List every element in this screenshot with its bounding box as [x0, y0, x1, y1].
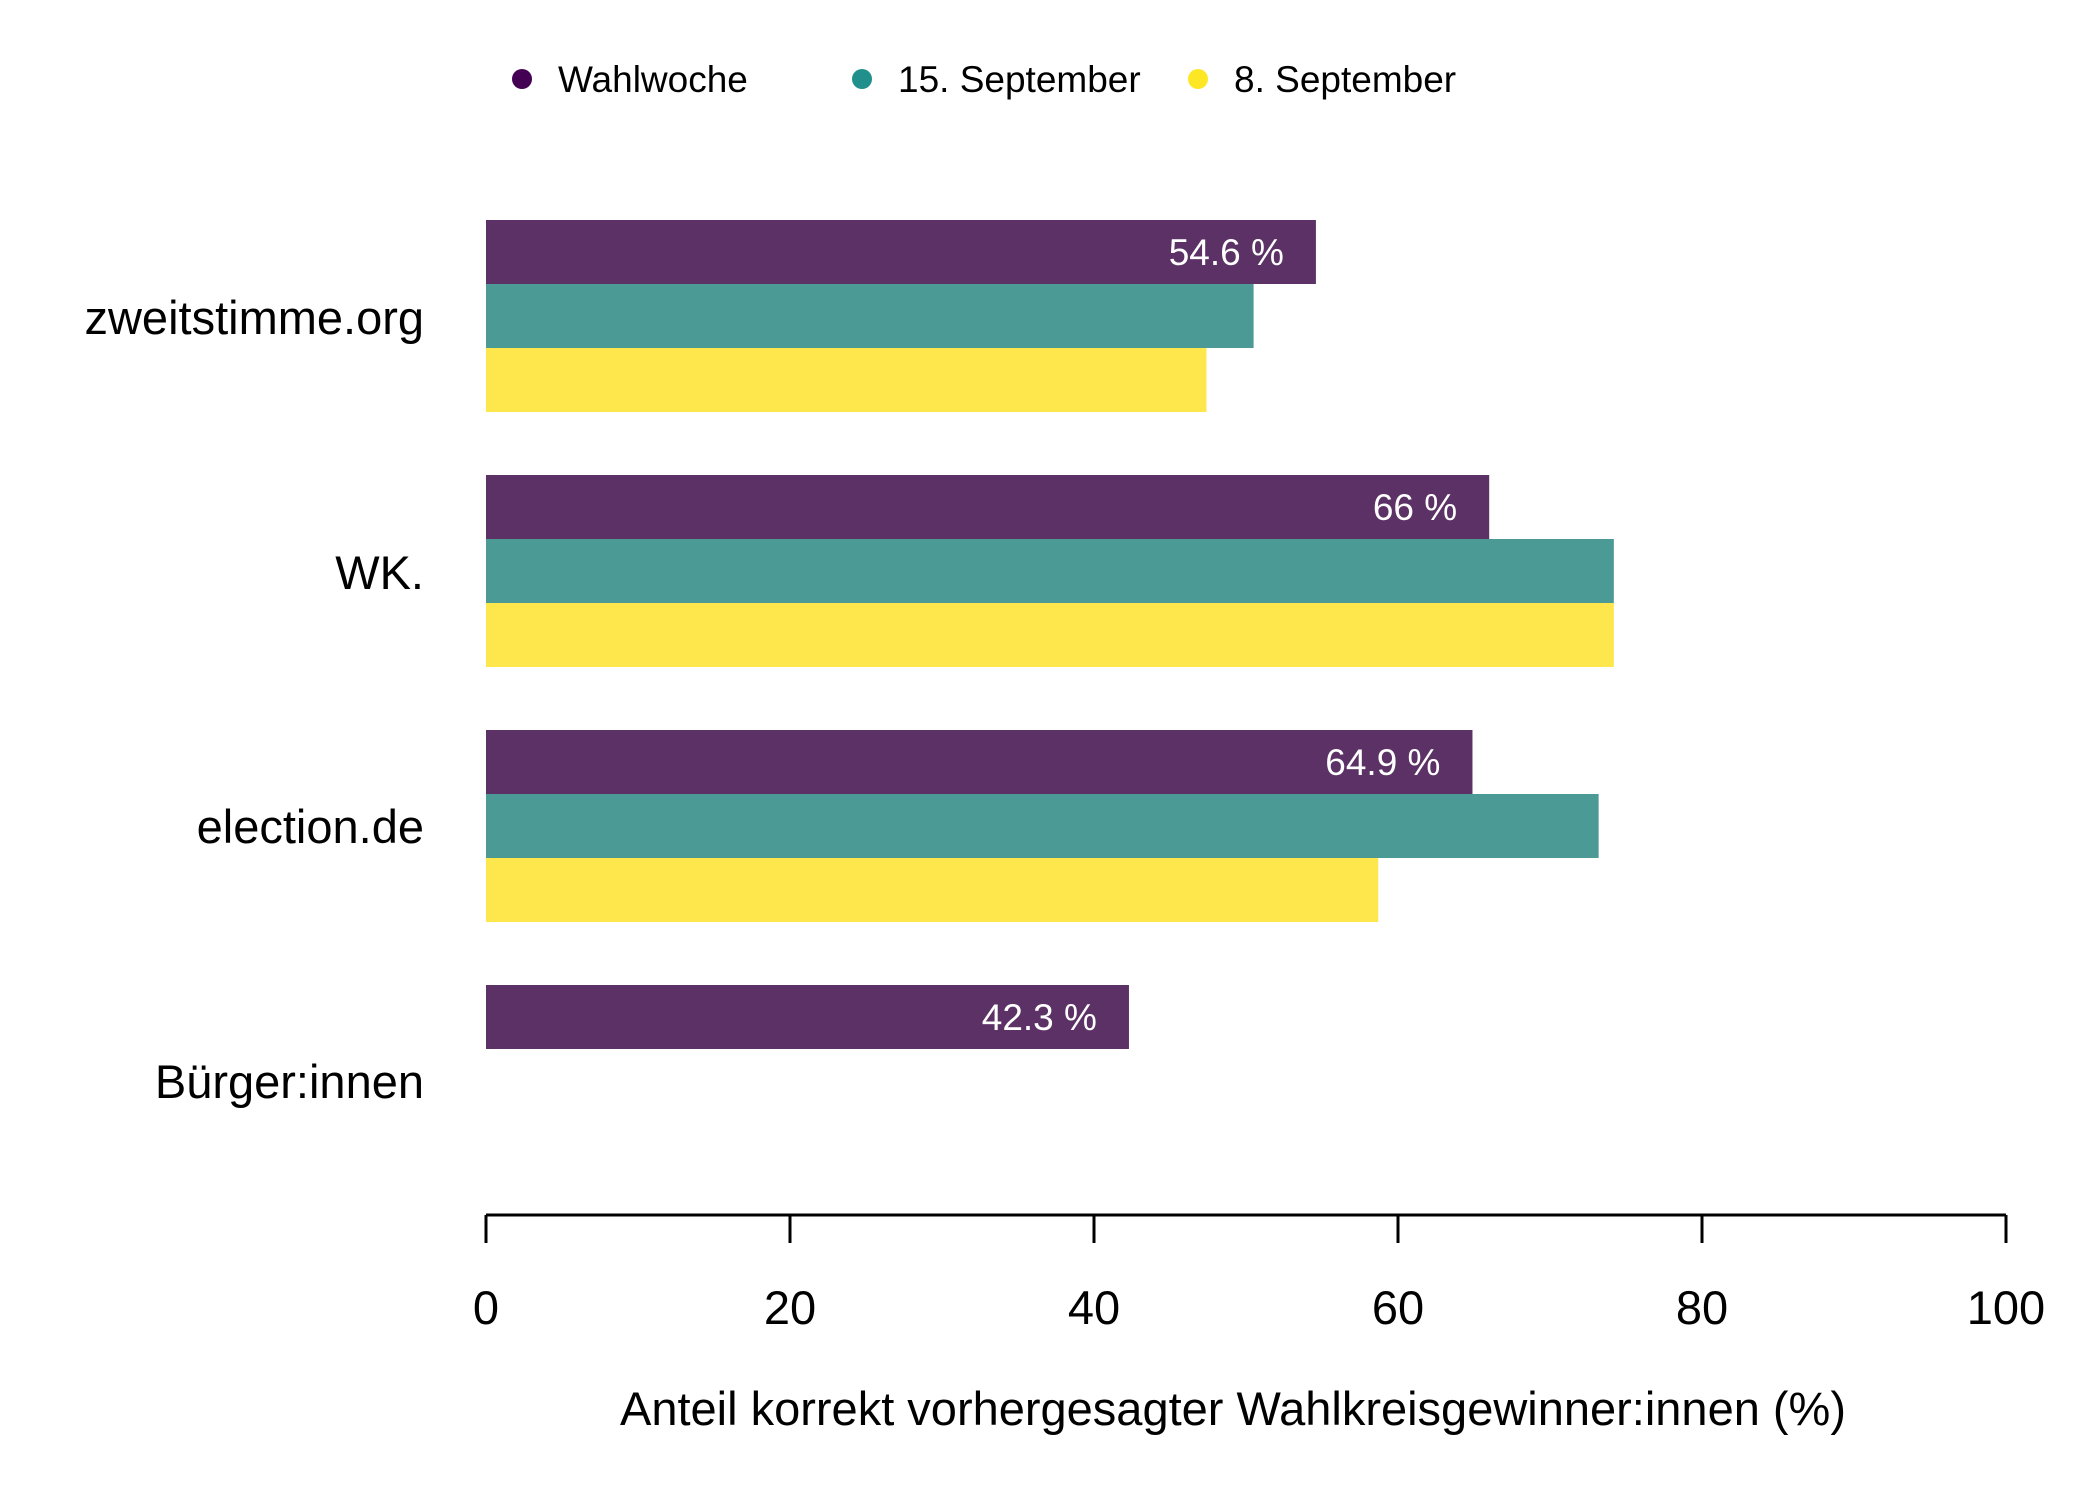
bar-zweitstimme-org-15-september	[486, 284, 1254, 348]
bar-election-de-15-september	[486, 794, 1599, 858]
legend-marker	[852, 69, 872, 89]
bars-group	[486, 220, 1614, 1049]
x-tick-label: 100	[1967, 1281, 2045, 1334]
category-labels-group: zweitstimme.org WK. election.de Bürger:inne…	[84, 291, 424, 1108]
bar-data-label: 64.9 %	[1325, 742, 1440, 783]
legend-label: Wahlwoche	[558, 59, 748, 100]
legend-label: 15. September	[898, 59, 1141, 100]
x-tick-label: 0	[473, 1281, 499, 1334]
bar-zweitstimme-org-wahlwoche	[486, 220, 1316, 284]
x-ticks-group: 0 20 40 60 80 100	[473, 1215, 2045, 1334]
category-label: zweitstimme.org	[84, 291, 424, 344]
x-axis: 0 20 40 60 80 100	[473, 1213, 2045, 1334]
bar-data-label: 66 %	[1373, 487, 1457, 528]
bar-zweitstimme-org-8-september	[486, 348, 1207, 412]
x-tick-label: 20	[764, 1281, 816, 1334]
legend: Wahlwoche 15. September 8. September	[512, 59, 1456, 100]
bar-labels-group: 54.6 % 66 % 64.9 % 42.3 %	[982, 232, 1457, 1038]
bar-data-label: 54.6 %	[1169, 232, 1284, 273]
legend-marker	[1188, 69, 1208, 89]
bar-wk--wahlwoche	[486, 475, 1490, 539]
x-tick-label: 60	[1372, 1281, 1424, 1334]
legend-label: 8. September	[1234, 59, 1456, 100]
bar-wk--8-september	[486, 603, 1614, 667]
legend-marker	[512, 69, 532, 89]
x-axis-title: Anteil korrekt vorhergesagter Wahlkreisg…	[620, 1382, 1846, 1435]
bar-b-rger-innen-wahlwoche	[486, 985, 1129, 1049]
x-tick-label: 80	[1676, 1281, 1728, 1334]
category-label: WK.	[335, 546, 424, 599]
bar-wk--15-september	[486, 539, 1614, 603]
bar-election-de-8-september	[486, 858, 1379, 922]
bar-election-de-wahlwoche	[486, 730, 1473, 794]
category-label: election.de	[197, 800, 424, 853]
bar-data-label: 42.3 %	[982, 997, 1097, 1038]
category-label: Bürger:innen	[155, 1055, 424, 1108]
x-tick-label: 40	[1068, 1281, 1120, 1334]
